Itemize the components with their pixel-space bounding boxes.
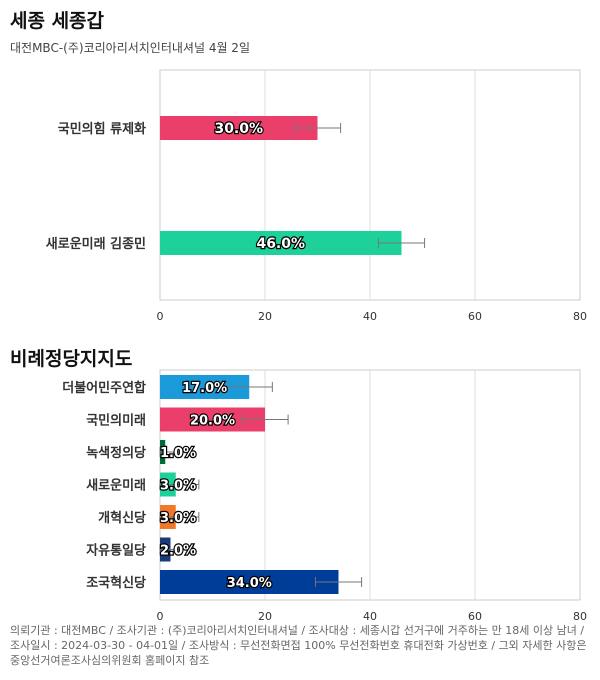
party-value-label: 17.0% — [182, 381, 227, 396]
candidate-x-tick-label: 0 — [157, 310, 164, 323]
party-x-tick-label: 80 — [573, 610, 587, 623]
candidate-value-label: 30.0% — [214, 121, 263, 137]
party-category-label: 더불어민주연합 — [62, 380, 146, 396]
candidate-category-label: 새로운미래 김종민 — [46, 236, 146, 252]
chart-subtitle: 대전MBC-(주)코리아리서치인터내셔널 4월 2일 — [10, 41, 250, 55]
party-value-label: 20.0% — [190, 414, 235, 429]
party-x-tick-label: 60 — [468, 610, 482, 623]
party-x-tick-label: 20 — [258, 610, 272, 623]
party-category-label: 녹색정의당 — [86, 445, 146, 461]
party-category-label: 새로운미래 — [86, 478, 146, 494]
candidate-x-tick-label: 40 — [363, 310, 377, 323]
party-x-tick-label: 0 — [157, 610, 164, 623]
party-value-label: 3.0% — [160, 479, 196, 494]
party-category-label: 국민의미래 — [86, 413, 146, 429]
party-category-label: 개혁신당 — [98, 510, 146, 526]
party-value-label: 34.0% — [227, 576, 272, 591]
survey-footnote: 의뢰기관 : 대전MBC / 조사기관 : (주)코리아리서치인터내셔널 / 조… — [10, 624, 587, 667]
chart-title: 세종 세종갑 — [10, 10, 105, 32]
candidate-bar — [160, 231, 402, 255]
party-value-label: 2.0% — [160, 544, 196, 559]
candidate-support-chart: 0 20 40 60 80 국민의힘 류제화 30.0% 새로운미래 김종민 46.0% — [46, 69, 587, 323]
party-support-title: 비례정당지지도 — [10, 348, 133, 370]
candidate-x-tick-label: 20 — [258, 310, 272, 323]
party-value-label: 1.0% — [160, 446, 196, 461]
party-value-label: 3.0% — [160, 511, 196, 526]
candidate-x-tick-label: 60 — [468, 310, 482, 323]
party-bar — [160, 570, 339, 594]
candidate-value-label: 46.0% — [256, 236, 305, 252]
party-x-tick-label: 40 — [363, 610, 377, 623]
party-category-label: 조국혁신당 — [86, 575, 146, 591]
party-category-label: 자유통일당 — [86, 543, 146, 559]
candidate-x-tick-label: 80 — [573, 310, 587, 323]
candidate-category-label: 국민의힘 류제화 — [58, 121, 146, 137]
candidate-bar — [160, 116, 318, 140]
party-support-chart: 0 20 40 60 80 더불어민주연합 17.0% 국민의미래 20.0% 녹색정의당 1.0%… — [62, 369, 587, 623]
